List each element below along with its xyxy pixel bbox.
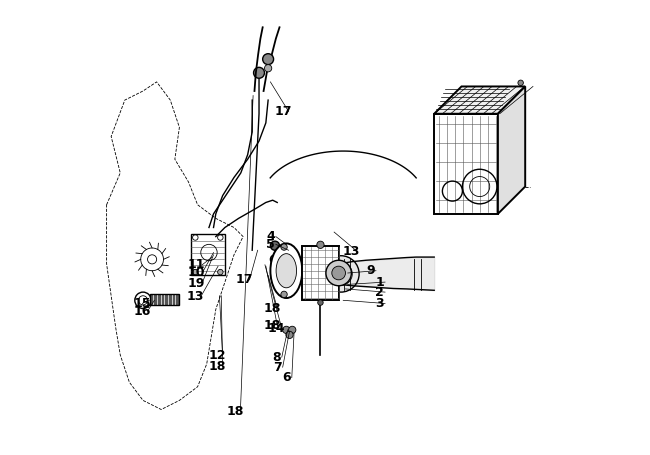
Circle shape xyxy=(281,244,287,250)
Circle shape xyxy=(192,269,198,275)
Circle shape xyxy=(283,326,290,334)
Circle shape xyxy=(263,54,274,65)
Text: 16: 16 xyxy=(133,305,151,318)
Text: 7: 7 xyxy=(273,361,281,374)
Text: 8: 8 xyxy=(272,351,281,364)
Circle shape xyxy=(281,291,287,298)
Circle shape xyxy=(218,269,223,275)
FancyBboxPatch shape xyxy=(150,294,179,305)
Circle shape xyxy=(289,326,296,334)
Text: 3: 3 xyxy=(375,297,384,310)
Circle shape xyxy=(286,331,293,339)
Circle shape xyxy=(326,260,352,286)
Text: 4: 4 xyxy=(266,230,275,243)
Polygon shape xyxy=(498,86,525,214)
Circle shape xyxy=(323,256,359,292)
Polygon shape xyxy=(434,114,498,214)
Text: 10: 10 xyxy=(188,267,205,279)
FancyBboxPatch shape xyxy=(191,234,225,275)
Text: 1: 1 xyxy=(375,276,384,288)
Text: 18: 18 xyxy=(263,319,280,332)
Text: 5: 5 xyxy=(266,238,275,251)
Circle shape xyxy=(518,80,523,86)
Circle shape xyxy=(254,67,265,78)
Text: 12: 12 xyxy=(209,349,226,362)
Text: 18: 18 xyxy=(263,302,280,314)
Text: 19: 19 xyxy=(188,277,205,289)
Circle shape xyxy=(317,241,324,248)
FancyBboxPatch shape xyxy=(302,246,339,300)
Circle shape xyxy=(270,255,280,264)
Circle shape xyxy=(318,300,323,305)
Text: 9: 9 xyxy=(366,264,375,277)
Text: 13: 13 xyxy=(187,290,204,303)
Text: 17: 17 xyxy=(274,105,292,118)
Text: 17: 17 xyxy=(235,273,253,286)
Circle shape xyxy=(265,65,272,72)
Circle shape xyxy=(332,266,346,280)
Polygon shape xyxy=(434,86,525,114)
Text: 2: 2 xyxy=(375,286,384,298)
Text: 18: 18 xyxy=(209,360,226,373)
Text: 14: 14 xyxy=(268,322,285,335)
Text: 6: 6 xyxy=(282,371,291,384)
Ellipse shape xyxy=(276,254,296,288)
Text: 13: 13 xyxy=(343,245,360,258)
Circle shape xyxy=(270,241,280,250)
Text: 18: 18 xyxy=(226,405,244,418)
Ellipse shape xyxy=(270,243,302,298)
Text: 11: 11 xyxy=(188,258,205,271)
Text: 15: 15 xyxy=(133,297,151,309)
